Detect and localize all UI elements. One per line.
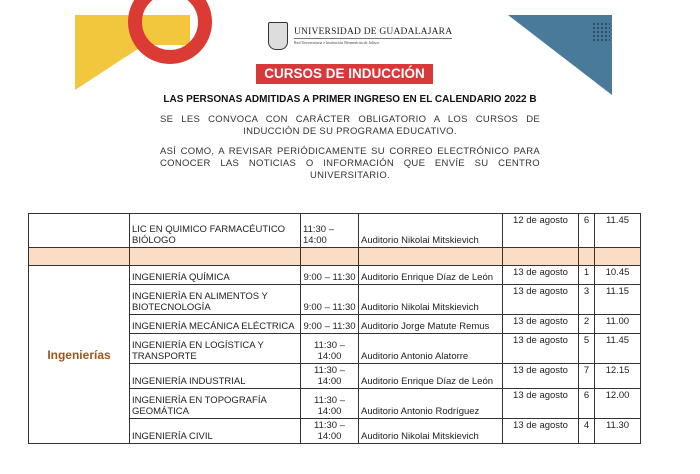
table-row: LIC EN QUIMICO FARMACÉUTICO BIÓLOGO 11:3… [28, 213, 641, 248]
area-label: Ingenierías [28, 265, 130, 444]
date: 13 de agosto [502, 265, 579, 285]
place: Auditorio Jorge Matute Remus [358, 314, 503, 334]
time: 9:00 – 11:30 [300, 284, 359, 315]
table-row: INGENIERÍA EN LOGÍSTICA Y TRANSPORTE 11:3… [29, 333, 641, 364]
hour: 11.15 [594, 284, 641, 315]
decor-dots [592, 22, 610, 42]
page-title: LAS PERSONAS ADMITIDAS A PRIMER INGRESO … [163, 94, 537, 105]
place: Auditorio Nikolai Mitskievich [358, 213, 503, 248]
hour: 12.15 [594, 363, 641, 389]
date: 12 de agosto [502, 213, 579, 248]
program: INGENIERÍA QUÍMICA [129, 265, 301, 285]
date: 13 de agosto [502, 388, 579, 419]
program: INGENIERÍA CIVIL [129, 418, 301, 444]
group: 7 [578, 363, 595, 389]
date: 13 de agosto [502, 314, 579, 334]
time: 11:30 – 14:00 [300, 333, 359, 364]
hour: 11.30 [594, 418, 641, 444]
hour: 12.00 [594, 388, 641, 419]
group: 1 [578, 265, 595, 285]
university-name: UNIVERSIDAD DE GUADALAJARA [294, 27, 453, 37]
time: 9:00 – 11:30 [300, 265, 359, 285]
date: 13 de agosto [502, 418, 579, 444]
program: INGENIERÍA EN LOGÍSTICA Y TRANSPORTE [129, 333, 301, 364]
hour: 11.00 [594, 314, 641, 334]
place: Auditorio Nikolai Mitskievich [358, 418, 503, 444]
crest-icon [268, 22, 288, 50]
group: 6 [578, 388, 595, 419]
group: 3 [578, 284, 595, 315]
program: INGENIERÍA EN TOPOGRAFÍA GEOMÁTICA [129, 388, 301, 419]
time: 11:30 – 14:00 [300, 363, 359, 389]
group: 4 [578, 418, 595, 444]
program: INGENIERÍA MECÁNICA ELÉCTRICA [129, 314, 301, 334]
paragraph-1: SE LES CONVOCA CON CARÁCTER OBLIGATORIO … [160, 114, 540, 137]
date: 13 de agosto [502, 284, 579, 315]
date: 13 de agosto [502, 363, 579, 389]
place: Auditorio Enrique Díaz de León [358, 265, 503, 285]
university-subtitle: Red Universitaria e Institución Beneméri… [294, 38, 453, 45]
separator-row [28, 247, 641, 266]
table-row: INGENIERÍA CIVIL 11:30 – 14:00 Auditorio N… [29, 418, 641, 444]
table-row: INGENIERÍA EN TOPOGRAFÍA GEOMÁTICA 11:30 … [29, 388, 641, 419]
time: 11:30 – 14:00 [300, 213, 359, 248]
group: 6 [578, 213, 595, 248]
date: 13 de agosto [502, 333, 579, 364]
program: LIC EN QUIMICO FARMACÉUTICO BIÓLOGO [129, 213, 301, 248]
group: 2 [578, 314, 595, 334]
place: Auditorio Antonio Alatorre [358, 333, 503, 364]
program: INGENIERÍA EN ALIMENTOS Y BIOTECNOLOGÍA [129, 284, 301, 315]
table-row: Ingenierías INGENIERÍA QUÍMICA 9:00 – 11:3… [28, 265, 641, 444]
schedule-table: LIC EN QUIMICO FARMACÉUTICO BIÓLOGO 11:3… [28, 213, 641, 444]
university-logo: UNIVERSIDAD DE GUADALAJARA Red Universit… [268, 22, 453, 50]
group: 5 [578, 333, 595, 364]
table-row: INGENIERÍA MECÁNICA ELÉCTRICA 9:00 – 11:3… [29, 314, 641, 334]
time: 9:00 – 11:30 [300, 314, 359, 334]
paragraph-2: ASÍ COMO, A REVISAR PERIÓDICAMENTE SU CO… [160, 146, 540, 181]
banner: CURSOS DE INDUCCIÓN [256, 64, 433, 84]
place: Auditorio Nikolai Mitskievich [358, 284, 503, 315]
hour: 10.45 [594, 265, 641, 285]
program: INGENIERÍA INDUSTRIAL [129, 363, 301, 389]
place: Auditorio Antonio Rodríguez [358, 388, 503, 419]
table-row: INGENIERÍA INDUSTRIAL 11:30 – 14:00 Audito… [29, 363, 641, 389]
time: 11:30 – 14:00 [300, 418, 359, 444]
hour: 11.45 [594, 333, 641, 364]
hour: 11.45 [594, 213, 641, 248]
place: Auditorio Enrique Díaz de León [358, 363, 503, 389]
time: 11:30 – 14:00 [300, 388, 359, 419]
